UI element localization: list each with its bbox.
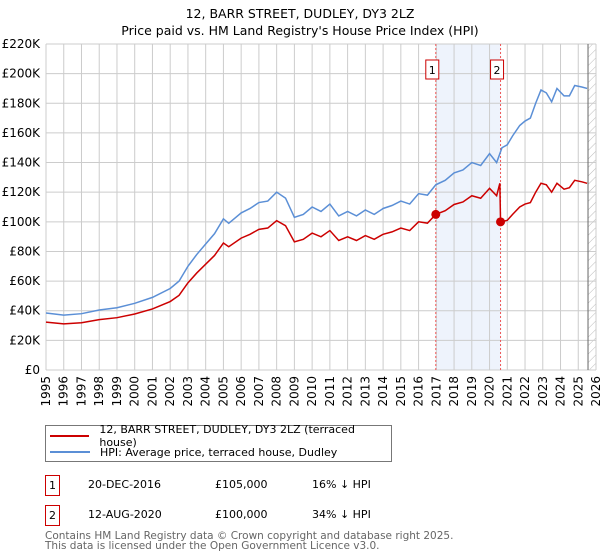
y-tick-label: £160K xyxy=(2,126,42,140)
sale-marker-box xyxy=(490,59,505,80)
x-tick-label: 2023 xyxy=(536,376,550,407)
sale-price: £105,000 xyxy=(215,478,268,491)
x-tick-label: 2001 xyxy=(145,376,159,407)
x-tick-label: 2024 xyxy=(554,376,568,407)
sale-price: £100,000 xyxy=(215,508,268,521)
x-tick-label: 2007 xyxy=(252,376,266,407)
y-tick-label: £80K xyxy=(9,244,41,258)
footer-line-1: Contains HM Land Registry data © Crown c… xyxy=(45,530,454,542)
x-tick-label: 2005 xyxy=(216,376,230,407)
x-tick-label: 2015 xyxy=(394,376,408,407)
x-tick-label: 1999 xyxy=(110,376,124,407)
x-tick-label: 2013 xyxy=(358,376,372,407)
sale-hpi-diff: 34% ↓ HPI xyxy=(312,508,371,521)
y-tick-label: £140K xyxy=(2,156,42,170)
sale-date: 12-AUG-2020 xyxy=(88,508,162,521)
price-chart: £0 £20K £40K £60K £80K £100K £120K £140K £160K £1… xyxy=(2,37,600,407)
y-tick-label: £40K xyxy=(9,304,41,318)
footer: Contains HM Land Registry data © Crown c… xyxy=(45,530,454,552)
x-tick-label: 1998 xyxy=(92,376,106,407)
x-tick-label: 2018 xyxy=(447,376,461,407)
hpi-line xyxy=(45,84,588,316)
x-tick-label: 2016 xyxy=(412,376,426,407)
x-tick-label: 2019 xyxy=(465,376,479,407)
x-tick-label: 1996 xyxy=(57,376,71,407)
legend-swatch-hpi xyxy=(50,451,90,453)
chart-subtitle: Price paid vs. HM Land Registry's House … xyxy=(121,23,479,38)
legend-label-hpi: HPI: Average price, terraced house, Dudl… xyxy=(100,445,338,459)
sale-marker-box xyxy=(425,59,440,80)
sale-point xyxy=(496,217,506,227)
x-tick-label: 2017 xyxy=(429,376,443,407)
x-tick-label: 2012 xyxy=(341,376,355,407)
sale-marker-label: 2 xyxy=(494,64,501,77)
y-tick-label: £60K xyxy=(9,274,41,288)
sale-point xyxy=(431,209,441,219)
sale-marker-label: 2 xyxy=(45,505,60,526)
x-tick-label: 2004 xyxy=(199,376,213,407)
y-tick-label: £200K xyxy=(2,67,42,81)
x-tick-label: 2000 xyxy=(128,376,142,407)
y-tick-label: £0 xyxy=(25,363,40,377)
legend: 12, BARR STREET, DUDLEY, DY3 2LZ (terrac… xyxy=(45,423,392,462)
y-tick-label: £20K xyxy=(9,333,41,347)
x-tick-label: 2008 xyxy=(270,376,284,407)
forecast-hatch xyxy=(588,44,596,370)
x-tick-label: 2020 xyxy=(483,376,497,407)
y-tick-label: £180K xyxy=(2,96,42,110)
sale-marker-label: 1 xyxy=(429,64,436,77)
x-tick-label: 1995 xyxy=(39,376,53,407)
x-tick-label: 2006 xyxy=(234,376,248,407)
sale-hpi-diff: 16% ↓ HPI xyxy=(312,478,371,491)
x-tick-label: 2025 xyxy=(571,376,585,407)
x-tick-label: 2009 xyxy=(287,376,301,407)
footer-line-2: This data is licensed under the Open Gov… xyxy=(45,540,380,552)
y-tick-label: £120K xyxy=(2,185,42,199)
shaded-period xyxy=(435,44,501,370)
x-tick-label: 2003 xyxy=(181,376,195,407)
sale-date: 20-DEC-2016 xyxy=(88,478,162,491)
sale-marker-label: 1 xyxy=(45,475,60,496)
x-tick-label: 2002 xyxy=(163,376,177,407)
y-tick-label: £220K xyxy=(2,37,42,51)
x-tick-label: 1997 xyxy=(74,376,88,407)
x-tick-label: 2022 xyxy=(518,376,532,407)
chart-title: 12, BARR STREET, DUDLEY, DY3 2LZ xyxy=(185,6,415,21)
x-tick-label: 2021 xyxy=(500,376,514,407)
y-tick-label: £100K xyxy=(2,215,42,229)
x-tick-label: 2014 xyxy=(376,376,390,407)
x-tick-label: 2010 xyxy=(305,376,319,407)
legend-label-price-paid: 12, BARR STREET, DUDLEY, DY3 2LZ (terrac… xyxy=(99,423,355,449)
x-tick-label: 2026 xyxy=(589,376,600,407)
x-tick-label: 2011 xyxy=(323,376,337,407)
legend-swatch-price-paid xyxy=(50,435,90,437)
price-paid-line xyxy=(45,179,588,325)
